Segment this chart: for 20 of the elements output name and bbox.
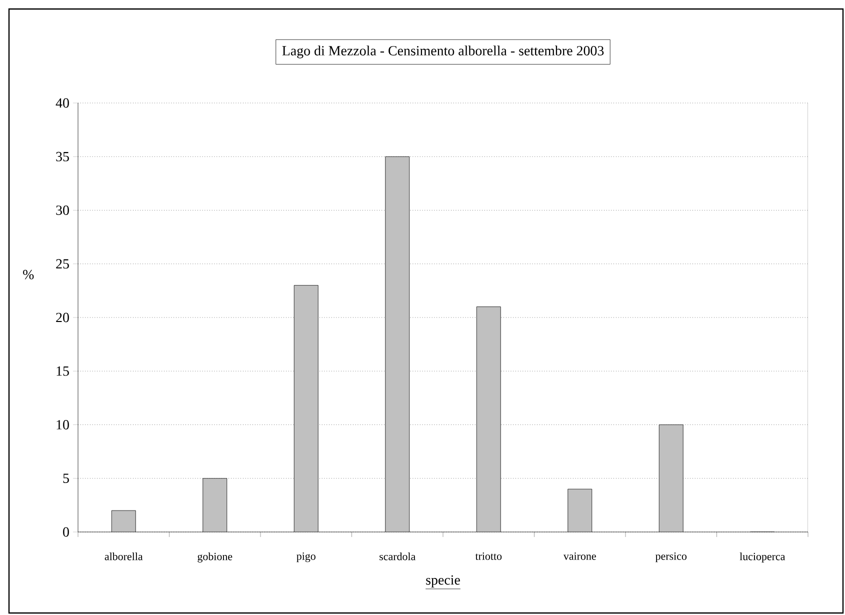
x-tick-label: gobione [198,552,232,562]
x-tick-label: scardola [380,552,416,560]
y-axis-title: % [23,270,34,280]
chart-title: Lago di Mezzola - Censimento alborella - settembre 2003 [282,46,604,58]
x-axis-title: specie [426,575,460,588]
y-tick-label: 40 [56,98,69,108]
x-tick-label: lucioperca [740,552,786,562]
y-tick-label: 30 [56,206,69,215]
y-tick-label: 20 [56,312,69,322]
y-tick-label: 25 [56,259,69,269]
y-tick-label: 10 [56,420,69,430]
x-tick-label: vairone [563,552,596,560]
y-tick-label: 15 [56,366,69,376]
x-tick-label: persico [655,552,687,562]
y-tick-label: 0 [63,527,69,537]
x-tick-label: alborella [104,552,143,560]
y-tick-label: 35 [56,152,69,162]
x-tick-label: triotto [475,552,502,560]
y-tick-label: 5 [63,474,69,483]
x-tick-label: pigo [296,552,316,562]
